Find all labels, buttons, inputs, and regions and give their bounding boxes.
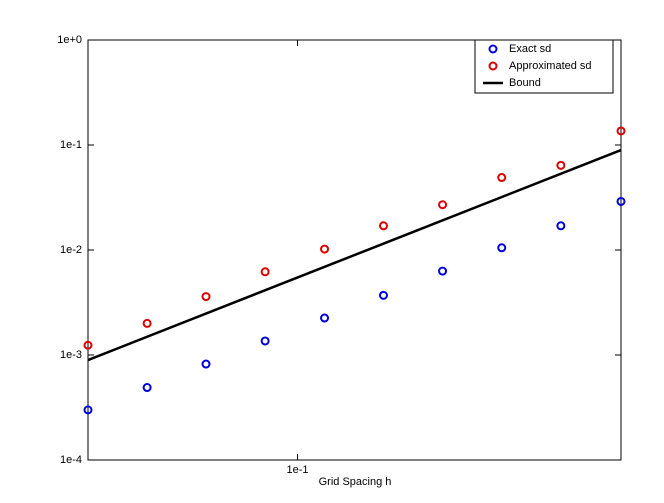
point	[616, 196, 626, 206]
point	[260, 267, 270, 277]
legend-swatch	[488, 44, 498, 54]
point	[142, 383, 152, 393]
point	[201, 359, 211, 369]
point	[83, 405, 93, 415]
point	[378, 221, 388, 231]
y-tick-label: 1e-2	[60, 244, 82, 256]
y-tick-label: 1e+0	[57, 34, 82, 46]
point	[320, 313, 330, 323]
point	[556, 221, 566, 231]
point	[142, 318, 152, 328]
y-tick-label: 1e-3	[60, 349, 82, 361]
point	[260, 336, 270, 346]
y-tick-label: 1e-4	[60, 454, 82, 466]
point	[616, 126, 626, 136]
point	[83, 340, 93, 350]
point	[201, 292, 211, 302]
legend-label: Approximated sd	[509, 60, 592, 72]
y-tick-label: 1e-1	[60, 139, 82, 151]
point	[438, 266, 448, 276]
point	[497, 173, 507, 183]
x-tick-label: 1e-1	[287, 464, 309, 476]
legend-label: Exact sd	[509, 43, 551, 55]
x-axis-label: Grid Spacing h	[319, 476, 392, 488]
legend-swatch	[488, 61, 498, 71]
point	[378, 290, 388, 300]
point	[320, 244, 330, 254]
point	[438, 200, 448, 210]
point	[556, 160, 566, 170]
legend-label: Bound	[509, 77, 541, 89]
line	[87, 148, 622, 362]
point	[497, 243, 507, 253]
